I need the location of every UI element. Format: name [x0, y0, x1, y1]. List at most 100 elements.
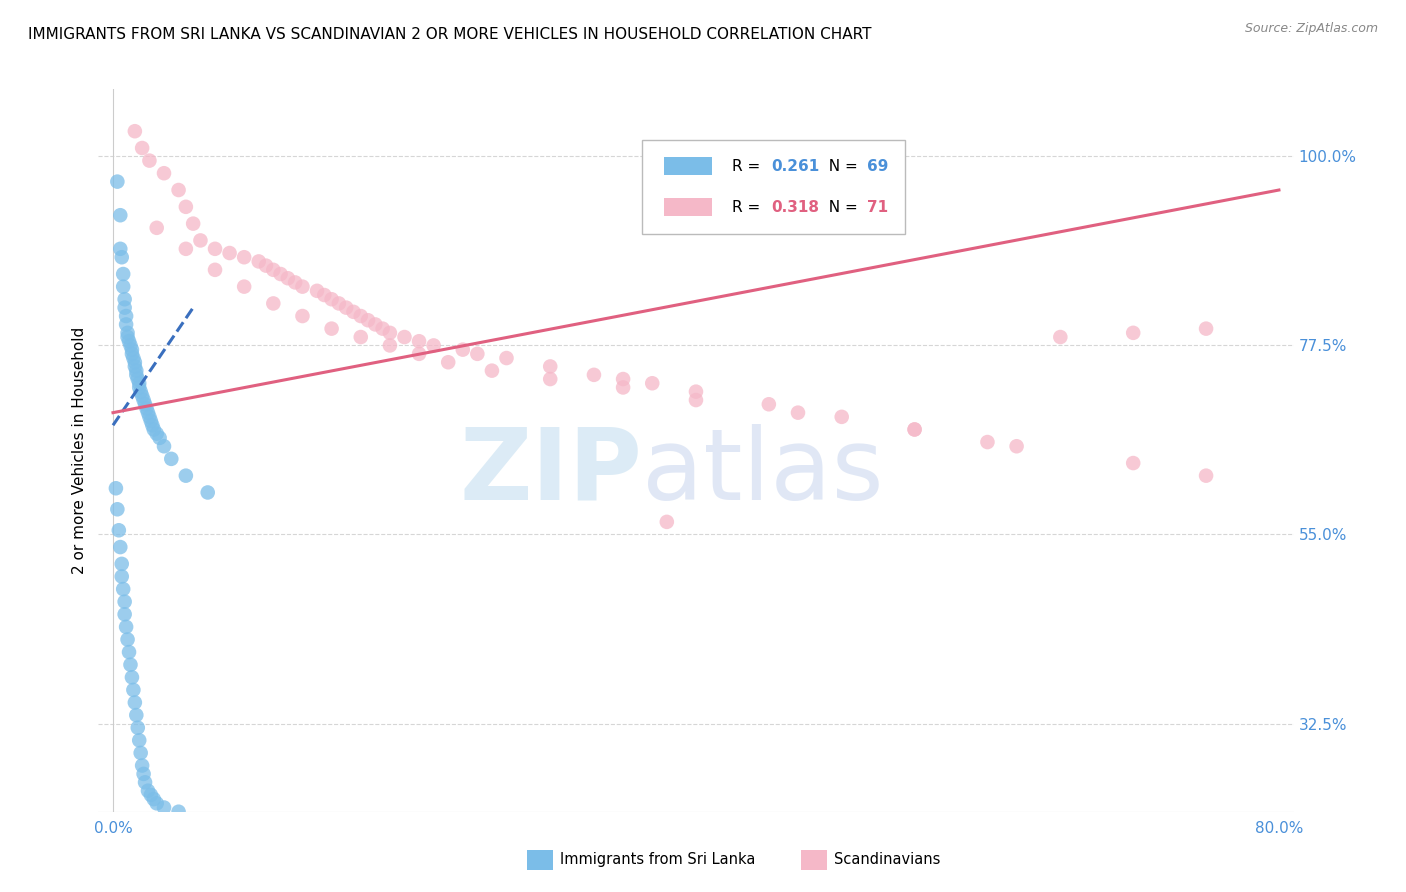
Point — [305, 284, 328, 298]
Point — [145, 220, 167, 235]
Point — [125, 708, 148, 723]
Point — [135, 401, 157, 416]
Point — [142, 422, 165, 436]
Text: 0.261: 0.261 — [772, 159, 820, 174]
Point — [1049, 330, 1071, 344]
Point — [124, 355, 146, 369]
Point — [174, 468, 197, 483]
Point — [120, 657, 142, 672]
Point — [1005, 439, 1028, 453]
Bar — [664, 157, 711, 175]
Point — [495, 351, 517, 365]
Point — [685, 384, 707, 399]
Point — [612, 380, 634, 394]
Point — [451, 343, 474, 357]
Point — [122, 351, 145, 365]
Point — [655, 515, 678, 529]
Point — [117, 330, 139, 344]
Point — [121, 347, 143, 361]
Point — [128, 376, 150, 391]
Point — [1195, 321, 1218, 335]
Point — [118, 334, 141, 349]
Point — [314, 288, 336, 302]
Point — [1122, 326, 1144, 340]
Bar — [643, 140, 905, 234]
Point — [335, 301, 357, 315]
Point — [111, 250, 134, 264]
Point — [128, 733, 150, 747]
Point — [142, 792, 165, 806]
Point — [903, 422, 925, 436]
Text: 69: 69 — [868, 159, 889, 174]
Point — [291, 279, 314, 293]
Point — [131, 389, 153, 403]
Point — [233, 279, 256, 293]
Point — [114, 301, 136, 315]
Point — [378, 326, 401, 340]
Point — [114, 607, 136, 622]
Point — [394, 330, 416, 344]
Point — [328, 296, 350, 310]
Point — [121, 343, 143, 357]
Point — [437, 355, 460, 369]
Point — [111, 569, 134, 583]
Point — [270, 267, 292, 281]
Point — [139, 788, 162, 802]
Point — [139, 414, 162, 428]
Point — [247, 254, 270, 268]
Point — [350, 330, 373, 344]
Point — [145, 797, 167, 811]
Point — [115, 620, 138, 634]
Point — [582, 368, 605, 382]
Point — [174, 200, 197, 214]
Point — [1195, 468, 1218, 483]
Y-axis label: 2 or more Vehicles in Household: 2 or more Vehicles in Household — [72, 326, 87, 574]
Point — [131, 141, 153, 155]
Point — [342, 305, 364, 319]
Point — [108, 523, 131, 537]
Point — [129, 384, 152, 399]
Point — [357, 313, 380, 327]
Point — [685, 392, 707, 407]
Point — [138, 153, 160, 168]
Point — [321, 292, 343, 306]
Point — [105, 175, 128, 189]
Point — [167, 805, 190, 819]
Point — [125, 368, 148, 382]
Point — [364, 318, 387, 332]
Point — [117, 632, 139, 647]
Point — [112, 279, 135, 293]
Point — [262, 262, 284, 277]
Point — [105, 502, 128, 516]
Point — [1122, 456, 1144, 470]
Text: Source: ZipAtlas.com: Source: ZipAtlas.com — [1244, 22, 1378, 36]
Point — [254, 259, 277, 273]
Point — [190, 234, 212, 248]
Point — [115, 318, 138, 332]
Point — [233, 250, 256, 264]
Point — [181, 217, 204, 231]
Point — [110, 208, 132, 222]
Point — [204, 262, 226, 277]
Point — [408, 334, 430, 349]
Text: 71: 71 — [868, 200, 889, 215]
Point — [134, 775, 156, 789]
Text: N =: N = — [820, 159, 863, 174]
Point — [167, 183, 190, 197]
Point — [284, 276, 307, 290]
Point — [153, 800, 176, 814]
Point — [134, 397, 156, 411]
Point — [117, 326, 139, 340]
Point — [118, 645, 141, 659]
Point — [371, 321, 394, 335]
Point — [124, 124, 146, 138]
Point — [197, 485, 219, 500]
Text: R =: R = — [733, 159, 765, 174]
Point — [145, 426, 167, 441]
Point — [787, 406, 810, 420]
Point — [104, 481, 127, 495]
Point — [122, 682, 145, 697]
Point — [160, 451, 183, 466]
Point — [136, 783, 159, 797]
Point — [138, 409, 160, 424]
